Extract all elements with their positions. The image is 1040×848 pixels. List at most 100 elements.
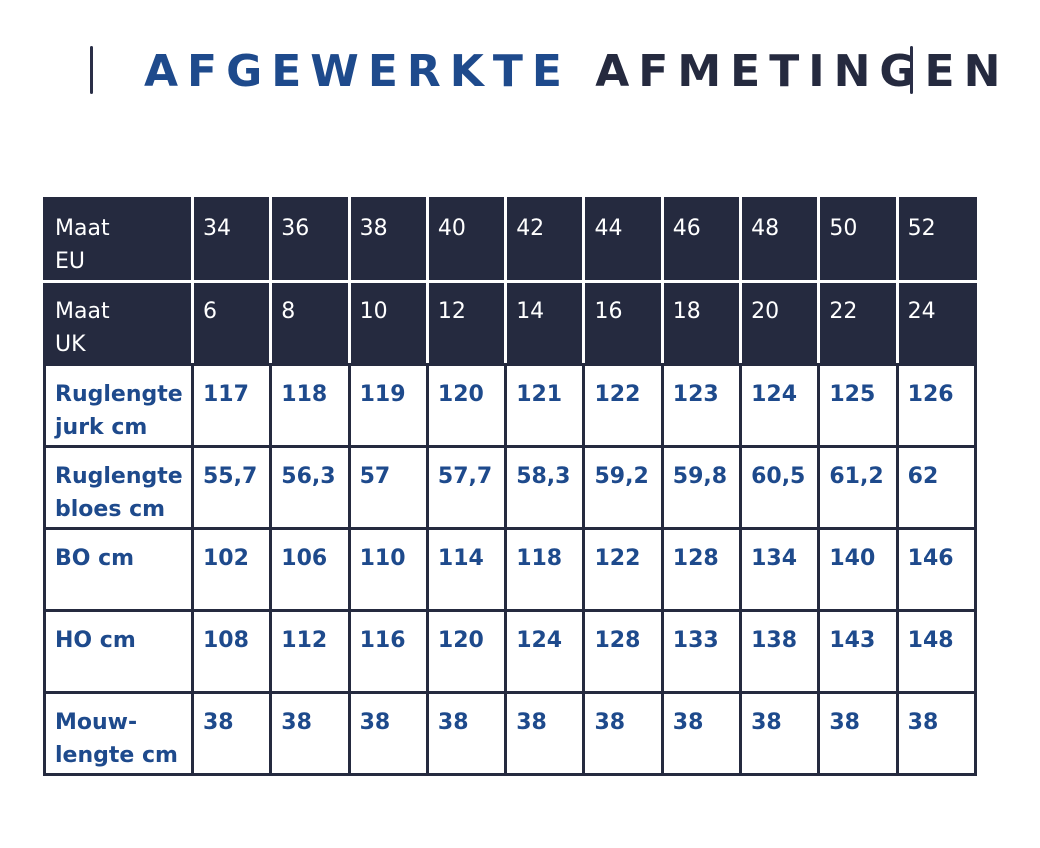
table-row: Maat UK 6 8 10 12 14 16 18 20 22 24 [43, 280, 977, 366]
table-cell: 55,7 [190, 445, 273, 530]
table-cell: 61,2 [817, 445, 899, 530]
table-cell: 57,7 [425, 445, 508, 530]
table-cell: 40 [425, 197, 508, 283]
row-label-line: jurk cm [55, 415, 148, 440]
table-cell: 38 [660, 691, 743, 776]
table-cell: 14 [504, 280, 586, 366]
row-label-line: UK [55, 332, 86, 357]
table-cell: 36 [269, 197, 351, 283]
table-cell: 138 [739, 609, 821, 694]
table-cell: 24 [895, 280, 977, 366]
table-cell: 60,5 [739, 445, 821, 530]
table-cell: 121 [504, 363, 586, 448]
row-label: HO cm [43, 609, 194, 694]
table-cell: 123 [660, 363, 743, 448]
table-cell: 110 [347, 527, 429, 612]
table-cell: 38 [347, 691, 429, 776]
table-cell: 116 [347, 609, 429, 694]
page-title-part-1: AFGEWERKTE [144, 46, 571, 97]
table-cell: 118 [269, 363, 351, 448]
table-cell: 44 [582, 197, 664, 283]
table-cell: 48 [739, 197, 821, 283]
table-cell: 10 [347, 280, 429, 366]
table-cell: 122 [582, 363, 664, 448]
table-cell: 140 [817, 527, 899, 612]
row-label: Ruglengte bloes cm [43, 445, 194, 530]
table-cell: 146 [895, 527, 977, 612]
table-cell: 38 [739, 691, 821, 776]
table-cell: 38 [347, 197, 429, 283]
table-cell: 59,2 [582, 445, 664, 530]
table-cell: 22 [817, 280, 899, 366]
table-row: Maat EU 34 36 38 40 42 44 46 48 50 52 [43, 197, 977, 283]
table-cell: 16 [582, 280, 664, 366]
table-cell: 38 [895, 691, 977, 776]
table-cell: 20 [739, 280, 821, 366]
table-cell: 102 [190, 527, 273, 612]
table-row: Mouw-lengte cm 38 38 38 38 38 38 38 38 38 38 [43, 691, 977, 776]
row-label-line: Maat [55, 299, 110, 324]
table-cell: 42 [504, 197, 586, 283]
row-label: Mouw-lengte cm [43, 691, 194, 776]
table-row: Ruglengte jurk cm 117 118 119 120 121 122 123 124… [43, 363, 977, 448]
row-label: Ruglengte jurk cm [43, 363, 194, 448]
table-cell: 12 [425, 280, 508, 366]
table-cell: 38 [504, 691, 586, 776]
row-label-line: Mouw- [55, 710, 138, 735]
row-label: BO cm [43, 527, 194, 612]
table-cell: 124 [739, 363, 821, 448]
table-cell: 34 [190, 197, 273, 283]
table-row: HO cm 108 112 116 120 124 128 133 138 143 148 [43, 609, 977, 694]
table-cell: 59,8 [660, 445, 743, 530]
row-label-line: Maat [55, 216, 110, 241]
table-cell: 58,3 [504, 445, 586, 530]
table-cell: 117 [190, 363, 273, 448]
page-title-block: AFGEWERKTE AFMETINGEN [90, 40, 1000, 102]
row-label: Maat UK [43, 280, 194, 366]
table-cell: 52 [895, 197, 977, 283]
table-cell: 128 [582, 609, 664, 694]
table-cell: 120 [425, 363, 508, 448]
row-label-line: HO cm [55, 628, 136, 653]
table-cell: 108 [190, 609, 273, 694]
title-divider-right [910, 46, 913, 94]
table-cell: 148 [895, 609, 977, 694]
row-label-line: Ruglengte [55, 464, 183, 489]
table-cell: 120 [425, 609, 508, 694]
table-cell: 133 [660, 609, 743, 694]
table-cell: 134 [739, 527, 821, 612]
table-row: Ruglengte bloes cm 55,7 56,3 57 57,7 58,3 59,2 5… [43, 445, 977, 530]
table-cell: 56,3 [269, 445, 351, 530]
row-label-line: BO cm [55, 546, 135, 571]
table-cell: 124 [504, 609, 586, 694]
table-cell: 38 [269, 691, 351, 776]
table-cell: 46 [660, 197, 743, 283]
table-cell: 114 [425, 527, 508, 612]
table-cell: 126 [895, 363, 977, 448]
row-label-line: Ruglengte [55, 382, 183, 407]
table-cell: 8 [269, 280, 351, 366]
table-cell: 38 [582, 691, 664, 776]
table-cell: 106 [269, 527, 351, 612]
table-cell: 18 [660, 280, 743, 366]
table-cell: 38 [190, 691, 273, 776]
table-cell: 6 [190, 280, 273, 366]
size-table: Maat EU 34 36 38 40 42 44 46 48 50 52 Maat UK 6 8 10 12 14… [43, 197, 977, 776]
table-cell: 62 [895, 445, 977, 530]
table-cell: 50 [817, 197, 899, 283]
row-label-line: EU [55, 249, 86, 274]
table-cell: 143 [817, 609, 899, 694]
table-cell: 122 [582, 527, 664, 612]
table-cell: 57 [347, 445, 429, 530]
table-cell: 128 [660, 527, 743, 612]
table-cell: 125 [817, 363, 899, 448]
row-label-line: lengte cm [55, 743, 178, 768]
table-row: BO cm 102 106 110 114 118 122 128 134 140 146 [43, 527, 977, 612]
row-label-line: bloes cm [55, 497, 166, 522]
table-cell: 119 [347, 363, 429, 448]
size-table-body: Maat EU 34 36 38 40 42 44 46 48 50 52 Maat UK 6 8 10 12 14… [43, 197, 977, 776]
table-cell: 38 [817, 691, 899, 776]
title-divider-left [90, 46, 93, 94]
page-title: AFGEWERKTE AFMETINGEN [144, 44, 1009, 100]
table-cell: 118 [504, 527, 586, 612]
